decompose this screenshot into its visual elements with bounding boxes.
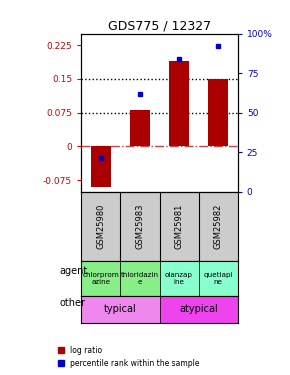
Bar	[130, 110, 150, 147]
Text: GSM25982: GSM25982	[214, 204, 223, 249]
Bar	[199, 261, 238, 296]
Text: quetiapi
ne: quetiapi ne	[203, 272, 233, 285]
Bar	[209, 79, 228, 147]
Text: olanzap
ine: olanzap ine	[165, 272, 193, 285]
Title: GDS775 / 12327: GDS775 / 12327	[108, 20, 211, 33]
Text: atypical: atypical	[179, 304, 218, 314]
Bar	[160, 261, 199, 296]
Text: agent: agent	[60, 266, 88, 276]
Text: thioridazin
e: thioridazin e	[121, 272, 159, 285]
Text: GSM25983: GSM25983	[135, 204, 144, 249]
Bar	[160, 296, 238, 322]
Text: GSM25980: GSM25980	[96, 204, 105, 249]
Text: GSM25981: GSM25981	[175, 204, 184, 249]
Bar	[81, 296, 160, 322]
Text: typical: typical	[104, 304, 137, 314]
Text: chlorprom
azine: chlorprom azine	[82, 272, 119, 285]
Bar	[120, 261, 160, 296]
Text: other: other	[60, 298, 86, 308]
Bar	[91, 147, 110, 187]
Bar	[169, 61, 189, 147]
Bar	[81, 261, 120, 296]
Legend: log ratio, percentile rank within the sample: log ratio, percentile rank within the sa…	[56, 344, 201, 369]
